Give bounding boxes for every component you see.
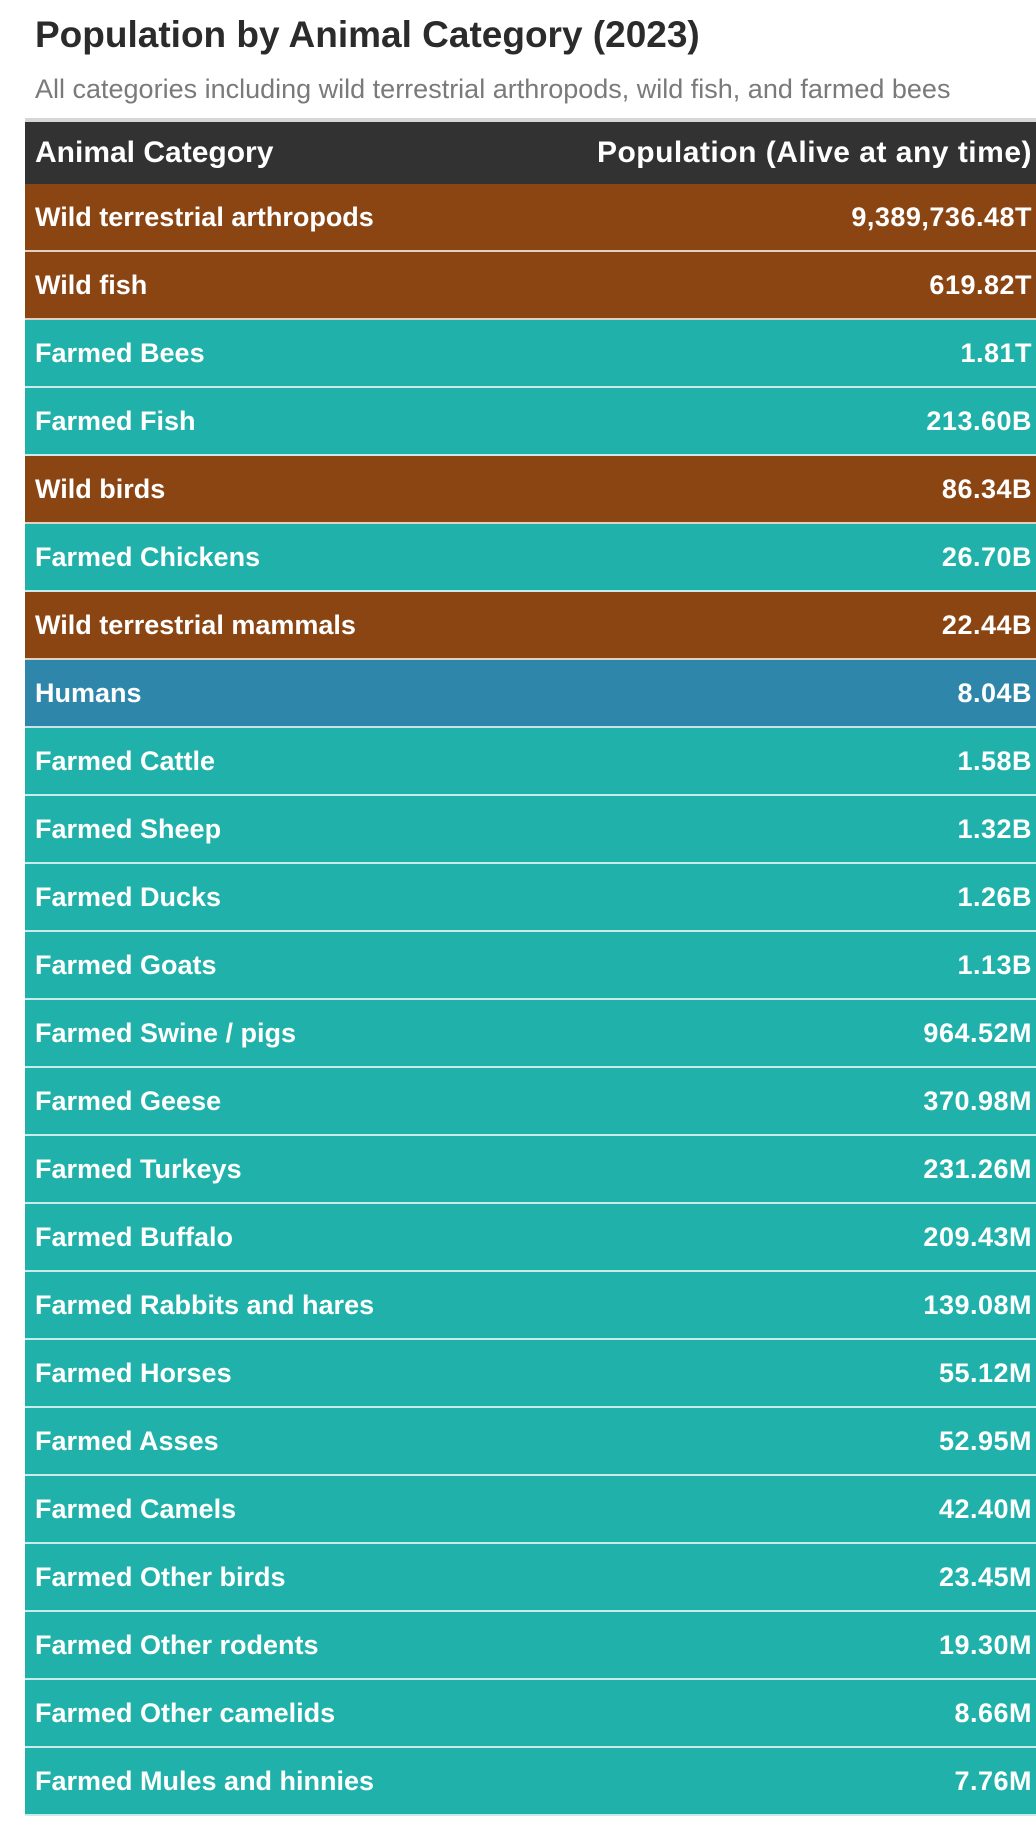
population-value: 209.43M — [923, 1221, 1032, 1252]
category-label: Farmed Asses — [35, 1425, 219, 1456]
table-row: Farmed Chickens 26.70B — [25, 524, 1036, 592]
population-value: 370.98M — [923, 1085, 1032, 1116]
category-label: Farmed Goats — [35, 949, 217, 980]
category-label: Farmed Ducks — [35, 881, 222, 912]
population-value: 19.30M — [938, 1629, 1032, 1660]
population-value: 86.34B — [941, 473, 1032, 504]
category-label: Farmed Turkeys — [35, 1153, 242, 1184]
population-value: 26.70B — [941, 541, 1032, 572]
population-value: 139.08M — [923, 1289, 1032, 1320]
population-value: 1.58B — [957, 745, 1032, 776]
population-value: 1.32B — [957, 813, 1032, 844]
table-row: Wild terrestrial mammals 22.44B — [25, 592, 1036, 660]
table-row: Farmed Horses 55.12M — [25, 1340, 1036, 1408]
table-row: Farmed Fish 213.60B — [25, 388, 1036, 456]
table-row: Farmed Cattle 1.58B — [25, 728, 1036, 796]
table-row: Humans 8.04B — [25, 660, 1036, 728]
table-row: Farmed Other birds 23.45M — [25, 1544, 1036, 1612]
table-row: Farmed Rabbits and hares 139.08M — [25, 1272, 1036, 1340]
population-value: 619.82T — [929, 269, 1032, 300]
population-value: 1.26B — [957, 881, 1032, 912]
category-label: Farmed Camels — [35, 1493, 237, 1524]
category-label: Wild terrestrial mammals — [35, 609, 356, 640]
population-value: 8.04B — [957, 677, 1032, 708]
table-row: Wild fish 619.82T — [25, 252, 1036, 320]
population-value: 22.44B — [941, 609, 1032, 640]
category-label: Farmed Bees — [35, 337, 205, 368]
column-header-category: Animal Category — [35, 136, 274, 169]
category-label: Farmed Swine / pigs — [35, 1017, 297, 1048]
category-label: Wild fish — [35, 269, 148, 300]
table-row: Farmed Sheep 1.32B — [25, 796, 1036, 864]
population-value: 8.66M — [954, 1697, 1032, 1728]
table-row: Farmed Geese 370.98M — [25, 1068, 1036, 1136]
table-row: Farmed Asses 52.95M — [25, 1408, 1036, 1476]
category-label: Farmed Other rodents — [35, 1629, 319, 1660]
chart-title: Population by Animal Category (2023) — [35, 14, 700, 55]
column-header-population: Population (Alive at any time) — [596, 136, 1032, 169]
category-label: Farmed Fish — [35, 405, 196, 436]
population-value: 1.13B — [957, 949, 1032, 980]
population-value: 52.95M — [938, 1425, 1032, 1456]
category-label: Farmed Other camelids — [35, 1697, 336, 1728]
category-label: Farmed Buffalo — [35, 1221, 234, 1252]
population-value: 55.12M — [938, 1357, 1032, 1388]
category-label: Farmed Horses — [35, 1357, 232, 1388]
category-label: Humans — [35, 677, 142, 708]
population-table: Animal Category Population (Alive at any… — [25, 118, 1036, 1816]
table-row: Farmed Buffalo 209.43M — [25, 1204, 1036, 1272]
category-label: Farmed Geese — [35, 1085, 222, 1116]
table-row: Farmed Mules and hinnies 7.76M — [25, 1748, 1036, 1816]
category-label: Farmed Sheep — [35, 813, 222, 844]
table-row: Farmed Bees 1.81T — [25, 320, 1036, 388]
table-row: Farmed Other rodents 19.30M — [25, 1612, 1036, 1680]
category-label: Farmed Cattle — [35, 745, 216, 776]
category-label: Farmed Other birds — [35, 1561, 286, 1592]
table-row: Farmed Turkeys 231.26M — [25, 1136, 1036, 1204]
population-value: 7.76M — [954, 1765, 1032, 1796]
table-row: Farmed Ducks 1.26B — [25, 864, 1036, 932]
table-row: Wild birds 86.34B — [25, 456, 1036, 524]
table-header: Animal Category Population (Alive at any… — [25, 118, 1036, 184]
table-row: Wild terrestrial arthropods 9,389,736.48T — [25, 184, 1036, 252]
category-label: Farmed Mules and hinnies — [35, 1765, 375, 1796]
chart-subtitle: All categories including wild terrestria… — [35, 74, 951, 104]
population-value: 23.45M — [938, 1561, 1032, 1592]
population-value: 213.60B — [926, 405, 1032, 436]
category-label: Farmed Chickens — [35, 541, 261, 572]
category-label: Farmed Rabbits and hares — [35, 1289, 375, 1320]
table-body: Wild terrestrial arthropods 9,389,736.48T… — [25, 184, 1036, 1816]
population-value: 231.26M — [923, 1153, 1032, 1184]
table-row: Farmed Goats 1.13B — [25, 932, 1036, 1000]
table-row: Farmed Other camelids 8.66M — [25, 1680, 1036, 1748]
population-value: 42.40M — [938, 1493, 1032, 1524]
population-value: 9,389,736.48T — [851, 201, 1032, 232]
population-value: 964.52M — [923, 1017, 1032, 1048]
category-label: Wild terrestrial arthropods — [35, 201, 374, 232]
category-label: Wild birds — [35, 473, 166, 504]
table-row: Farmed Swine / pigs 964.52M — [25, 1000, 1036, 1068]
table-row: Farmed Camels 42.40M — [25, 1476, 1036, 1544]
population-value: 1.81T — [960, 337, 1032, 368]
